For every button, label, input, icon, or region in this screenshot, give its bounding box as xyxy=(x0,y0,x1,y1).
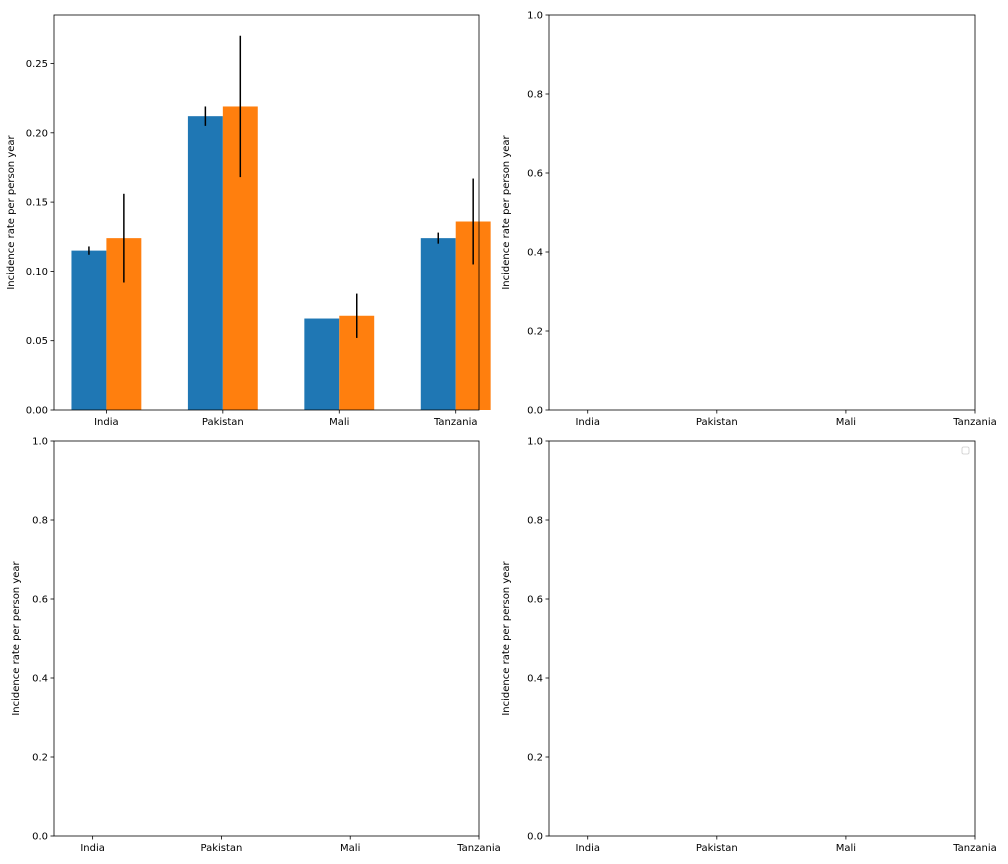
x-tick-label: Pakistan xyxy=(202,417,244,428)
plot-frame xyxy=(548,440,976,837)
chart-panel-4: 0.0 0.2 0.4 0.6 0.8 1.0 India Pakistan Mali Tanza… xyxy=(501,437,997,855)
x-tick-label: India xyxy=(94,417,119,428)
chart-panel-1: 0.00 0.05 0.10 0.15 0.20 0.25 India Pakistan Mal… xyxy=(6,14,491,428)
x-tick-label: Mali xyxy=(836,417,856,428)
plot-frame xyxy=(548,14,976,411)
y-tick-label: 0.4 xyxy=(527,674,543,685)
y-tick-label: 0.25 xyxy=(26,59,48,70)
y-axis-label: Incidence rate per person year xyxy=(6,134,17,289)
y-tick-label: 0.8 xyxy=(527,90,543,101)
y-tick-label: 1.0 xyxy=(527,11,543,22)
chart-panel-3: 0.0 0.2 0.4 0.6 0.8 1.0 India Pakistan Mali Tanza… xyxy=(11,437,501,855)
x-tick-label: India xyxy=(575,843,600,854)
bar-india-series-1 xyxy=(71,250,107,410)
empty-legend-box xyxy=(961,446,970,455)
bar-tanzania-series-1 xyxy=(420,238,456,410)
x-tick-label: Mali xyxy=(329,417,349,428)
x-tick-label: Tanzania xyxy=(952,843,997,854)
y-tick-label: 0.10 xyxy=(26,267,48,278)
y-tick-label: 0.0 xyxy=(32,832,48,843)
y-tick-label: 0.0 xyxy=(527,832,543,843)
bar-pakistan-series-1 xyxy=(187,116,223,410)
y-tick-label: 0.2 xyxy=(32,753,48,764)
y-tick-label: 0.00 xyxy=(26,406,48,417)
x-tick-label: India xyxy=(575,417,600,428)
y-tick-label: 0.0 xyxy=(527,406,543,417)
y-tick-label: 0.15 xyxy=(26,198,48,209)
x-tick-label: Tanzania xyxy=(433,417,478,428)
y-tick-label: 0.8 xyxy=(527,516,543,527)
y-tick-label: 0.4 xyxy=(527,248,543,259)
x-tick-label: Tanzania xyxy=(952,417,997,428)
x-tick-label: Pakistan xyxy=(200,843,242,854)
y-axis-label: Incidence rate per person year xyxy=(501,560,512,715)
y-tick-label: 0.20 xyxy=(26,128,48,139)
y-tick-label: 0.6 xyxy=(32,595,48,606)
x-tick-label: Pakistan xyxy=(696,843,738,854)
plot-frame xyxy=(53,14,480,411)
y-axis-label: Incidence rate per person year xyxy=(501,134,512,289)
y-tick-label: 0.4 xyxy=(32,674,48,685)
x-tick-label: Mali xyxy=(836,843,856,854)
y-tick-label: 0.6 xyxy=(527,169,543,180)
y-tick-label: 0.2 xyxy=(527,327,543,338)
y-tick-label: 0.8 xyxy=(32,516,48,527)
bar-mali-series-1 xyxy=(304,318,340,410)
x-tick-label: Pakistan xyxy=(696,417,738,428)
x-tick-label: India xyxy=(80,843,105,854)
y-axis-label: Incidence rate per person year xyxy=(11,560,22,715)
chart-panel-2: 0.0 0.2 0.4 0.6 0.8 1.0 India Pakistan Mali Tanza… xyxy=(501,11,997,429)
x-tick-label: Mali xyxy=(340,843,360,854)
y-tick-label: 1.0 xyxy=(32,437,48,448)
y-tick-label: 1.0 xyxy=(527,437,543,448)
x-tick-label: Tanzania xyxy=(456,843,501,854)
y-tick-label: 0.6 xyxy=(527,595,543,606)
y-tick-label: 0.2 xyxy=(527,753,543,764)
plot-frame xyxy=(53,440,480,837)
y-tick-label: 0.05 xyxy=(26,336,48,347)
